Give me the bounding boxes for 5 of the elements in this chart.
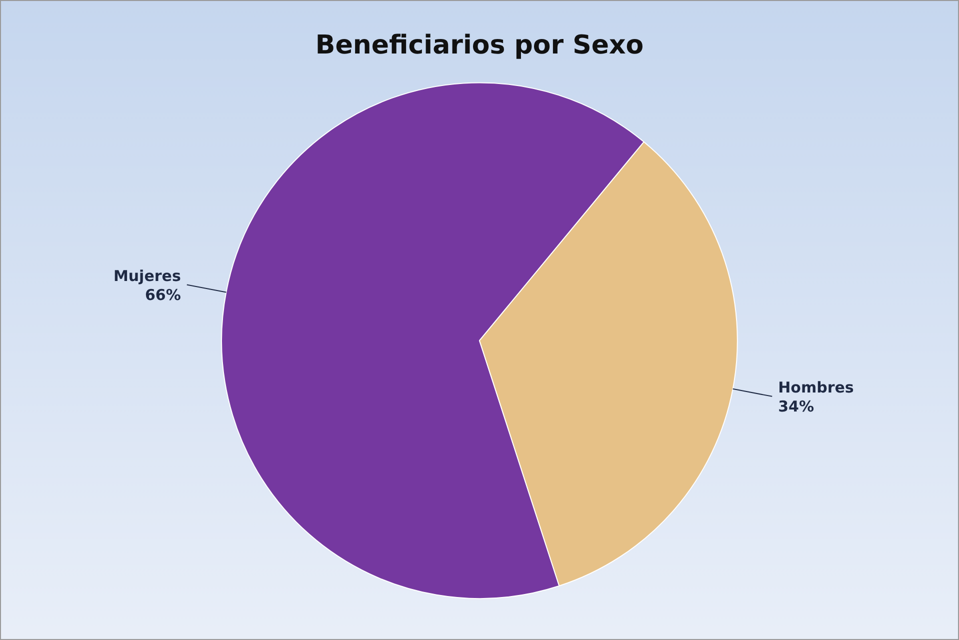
slice-label: Mujeres	[113, 266, 181, 285]
chart-title: Beneficiarios por Sexo	[315, 30, 644, 60]
slice-label: Hombres	[778, 378, 854, 396]
data-label: 66%	[144, 286, 181, 304]
data-label: 34%	[778, 397, 814, 416]
